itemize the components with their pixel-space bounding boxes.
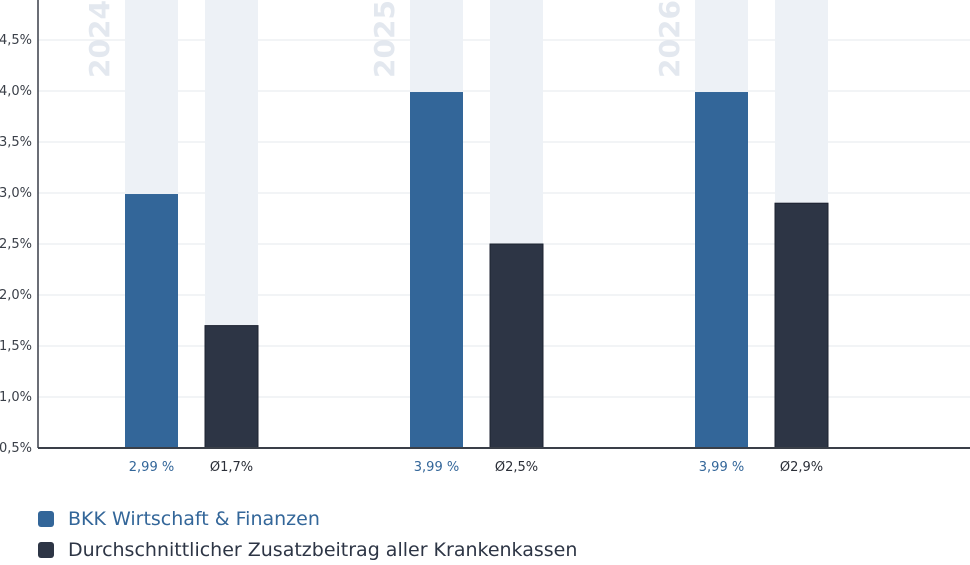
y-tick-label: 3,5%: [0, 135, 32, 150]
y-tick-label: 1,0%: [0, 390, 32, 405]
y-tick-label: 4,5%: [0, 33, 32, 48]
legend: BKK Wirtschaft & Finanzen Durchschnittli…: [38, 503, 577, 565]
legend-item-average: Durchschnittlicher Zusatzbeitrag aller K…: [38, 534, 577, 565]
y-tick-label: 0,5%: [0, 441, 32, 456]
bar-value-label: 2,99 %: [129, 460, 174, 475]
bar: [695, 92, 748, 449]
bar: [774, 202, 829, 449]
y-tick-label: 3,0%: [0, 186, 32, 201]
bar: [204, 325, 259, 449]
bar: [489, 243, 544, 449]
legend-swatch-bkk: [38, 510, 54, 527]
bar-value-label: Ø2,9%: [780, 460, 823, 475]
year-label: 2025: [368, 0, 401, 78]
legend-label-average: Durchschnittlicher Zusatzbeitrag aller K…: [68, 538, 578, 561]
y-tick-label: 2,5%: [0, 237, 32, 252]
year-label: 2024: [83, 0, 116, 78]
bar-chart: 0,5% 1,0% 1,5% 2,0% 2,5% 3,0% 3,5% 4,0% 4,5% 2024…: [0, 0, 970, 475]
bar-value-label: Ø2,5%: [495, 460, 538, 475]
bar-value-label: 3,99 %: [699, 460, 744, 475]
y-tick-label: 2,0%: [0, 288, 32, 303]
bar-value-label: 3,99 %: [414, 460, 459, 475]
bar-value-label: Ø1,7%: [210, 460, 253, 475]
bar: [125, 194, 178, 448]
bar: [410, 92, 463, 449]
year-label: 2026: [653, 0, 686, 78]
legend-label-bkk: BKK Wirtschaft & Finanzen: [68, 507, 320, 530]
legend-swatch-average: [38, 541, 54, 558]
y-tick-label: 1,5%: [0, 339, 32, 354]
y-tick-label: 4,0%: [0, 84, 32, 99]
legend-item-bkk: BKK Wirtschaft & Finanzen: [38, 503, 577, 534]
